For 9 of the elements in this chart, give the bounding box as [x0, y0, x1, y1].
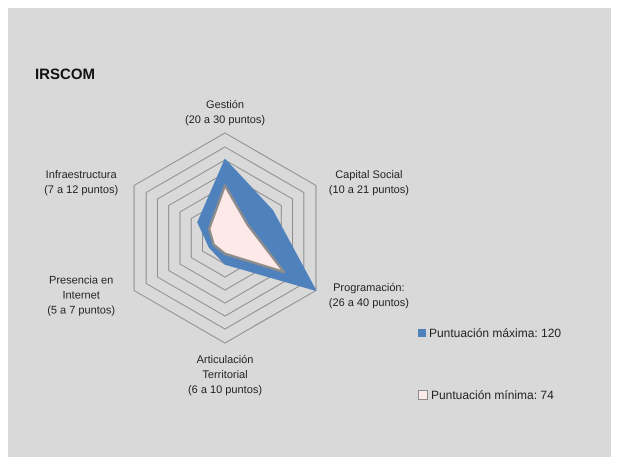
spoke-label: Capital Social (10 a 21 puntos) — [328, 169, 409, 196]
legend-label: Puntuación máxima: 120 — [429, 326, 562, 340]
spoke-label: Presencia en Internet (5 a 7 puntos) — [47, 274, 116, 316]
spoke-label: Articulación Territorial (6 a 10 puntos) — [188, 354, 262, 396]
chart-title: IRSCOM — [35, 66, 95, 83]
legend-label: Puntuación mínima: 74 — [431, 388, 554, 402]
spoke-label: Gestión (20 a 30 puntos) — [184, 99, 266, 126]
spoke-label: Programación: (26 a 40 puntos) — [328, 282, 409, 309]
spoke-label: Infraestructura (7 a 12 puntos) — [44, 169, 118, 196]
